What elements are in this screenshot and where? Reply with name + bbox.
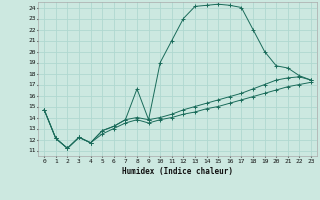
X-axis label: Humidex (Indice chaleur): Humidex (Indice chaleur) <box>122 167 233 176</box>
